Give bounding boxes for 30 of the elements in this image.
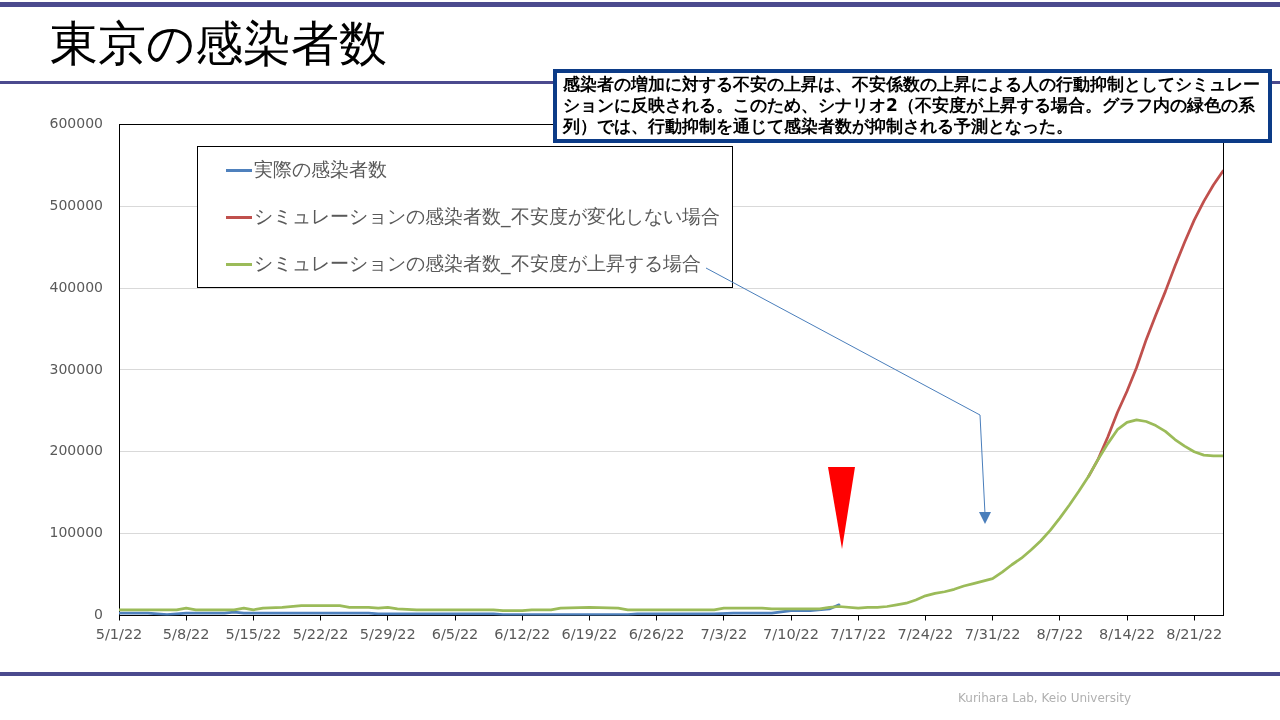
y-tick-label: 0 [94,606,103,623]
y-tick-label: 500000 [49,196,103,213]
x-tick-label: 7/31/22 [964,625,1021,642]
x-tick-label: 8/7/22 [1036,625,1084,642]
legend-label: 実際の感染者数 [254,157,387,182]
annotation: 感染者の増加に対する不安の上昇は、不安係数の上昇による人の行動抑制としてシミュレーションに反映される。このため、シナリオ2（不安度が上昇する場合。グラフ内の緑色の系列）では、行動抑制を通じて感染者数が抑制される予測となった。 [553,69,1272,143]
y-tick-label: 100000 [49,524,103,541]
x-tick-label: 7/10/22 [763,625,819,642]
y-tick-label: 300000 [49,360,103,377]
x-tick-label: 6/19/22 [561,625,618,642]
y-tick-label: 600000 [49,115,103,132]
x-tick-label: 8/14/22 [1099,625,1155,642]
x-tick-label: 5/8/22 [162,625,210,642]
x-tick-label: 7/3/22 [700,625,748,642]
x-tick-label: 5/1/22 [95,625,143,642]
y-tick-label: 200000 [49,442,103,459]
x-tick-label: 7/17/22 [830,625,887,642]
x-tick-label: 5/15/22 [225,625,282,642]
x-tick-label: 5/22/22 [292,625,349,642]
chart-title: 東京の感染者数 [50,15,387,71]
x-tick-label: 5/29/22 [359,625,416,642]
x-tick-label: 6/26/22 [628,625,685,642]
text: Kurihara Lab, Keio University [958,691,1132,705]
y-tick-label: 400000 [49,278,103,295]
legend-label: シミュレーションの感染者数_不安度が上昇する場合 [254,251,701,277]
x-tick-label: 6/12/22 [494,625,551,642]
legend-label: シミュレーションの感染者数_不安度が変化しない場合 [254,204,720,230]
x-tick-label: 8/21/22 [1166,625,1223,642]
x-tick-label: 7/24/22 [897,625,954,642]
x-tick-label: 6/5/22 [431,625,479,642]
